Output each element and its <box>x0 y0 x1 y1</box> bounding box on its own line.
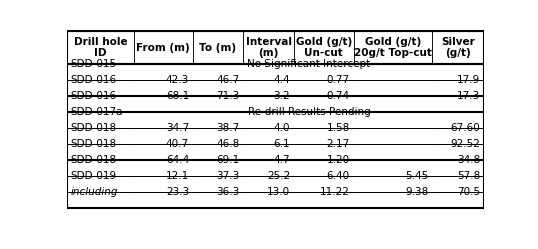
Text: 9.38: 9.38 <box>405 187 428 197</box>
Text: 13.0: 13.0 <box>267 187 290 197</box>
Text: SDD-016: SDD-016 <box>70 75 116 85</box>
Text: SDD-019: SDD-019 <box>70 171 116 181</box>
Text: 6.40: 6.40 <box>327 171 350 181</box>
Text: 42.3: 42.3 <box>166 75 189 85</box>
Text: To (m): To (m) <box>200 43 237 53</box>
Bar <box>432 31 484 64</box>
Text: SDD-018: SDD-018 <box>70 155 116 165</box>
Text: 64.4: 64.4 <box>166 155 189 165</box>
Text: 25.2: 25.2 <box>267 171 290 181</box>
Text: 71.3: 71.3 <box>216 91 239 101</box>
Bar <box>193 31 243 64</box>
Text: 5.45: 5.45 <box>405 171 428 181</box>
Text: 34.7: 34.7 <box>166 123 189 133</box>
Text: SDD-016: SDD-016 <box>70 91 116 101</box>
Text: 0.77: 0.77 <box>327 75 350 85</box>
Bar <box>243 31 294 64</box>
Text: SDD-018: SDD-018 <box>70 139 116 149</box>
Text: Gold (g/t)
Un-cut: Gold (g/t) Un-cut <box>295 37 352 58</box>
Text: 4.4: 4.4 <box>273 75 290 85</box>
Text: Gold (g/t)
20g/t Top-cut: Gold (g/t) 20g/t Top-cut <box>354 37 432 58</box>
Text: From (m): From (m) <box>137 43 190 53</box>
Text: 11.22: 11.22 <box>320 187 350 197</box>
Text: SDD-018: SDD-018 <box>70 123 116 133</box>
Text: 3.2: 3.2 <box>273 91 290 101</box>
Text: 2.17: 2.17 <box>327 139 350 149</box>
Text: 6.1: 6.1 <box>273 139 290 149</box>
Text: Interval
(m): Interval (m) <box>245 37 292 58</box>
Text: 57.8: 57.8 <box>457 171 480 181</box>
Text: 17.3: 17.3 <box>457 91 480 101</box>
Bar <box>67 31 133 64</box>
Text: 36.3: 36.3 <box>216 187 239 197</box>
Text: SDD-017a: SDD-017a <box>70 107 123 117</box>
Bar <box>353 31 432 64</box>
Text: 1.58: 1.58 <box>327 123 350 133</box>
Text: 46.8: 46.8 <box>216 139 239 149</box>
Text: 69.1: 69.1 <box>216 155 239 165</box>
Text: Silver
(g/t): Silver (g/t) <box>441 37 475 58</box>
Text: Re-drill Results Pending: Re-drill Results Pending <box>247 107 370 117</box>
Text: 68.1: 68.1 <box>166 91 189 101</box>
Text: 40.7: 40.7 <box>166 139 189 149</box>
Text: 67.60: 67.60 <box>450 123 480 133</box>
Bar <box>294 31 353 64</box>
Text: 38.7: 38.7 <box>216 123 239 133</box>
Text: SDD-015: SDD-015 <box>70 59 116 69</box>
Text: 17.9: 17.9 <box>457 75 480 85</box>
Text: No Significant Intercept: No Significant Intercept <box>247 59 371 69</box>
Text: 92.52: 92.52 <box>450 139 480 149</box>
Text: 37.3: 37.3 <box>216 171 239 181</box>
Text: 23.3: 23.3 <box>166 187 189 197</box>
Text: 1.20: 1.20 <box>327 155 350 165</box>
Text: 70.5: 70.5 <box>457 187 480 197</box>
Bar <box>133 31 193 64</box>
Text: 4.0: 4.0 <box>273 123 290 133</box>
Text: Drill hole
ID: Drill hole ID <box>74 37 128 58</box>
Text: 12.1: 12.1 <box>166 171 189 181</box>
Text: 0.74: 0.74 <box>327 91 350 101</box>
Text: including: including <box>70 187 118 197</box>
Text: 46.7: 46.7 <box>216 75 239 85</box>
Text: 4.7: 4.7 <box>273 155 290 165</box>
Text: 34.8: 34.8 <box>457 155 480 165</box>
